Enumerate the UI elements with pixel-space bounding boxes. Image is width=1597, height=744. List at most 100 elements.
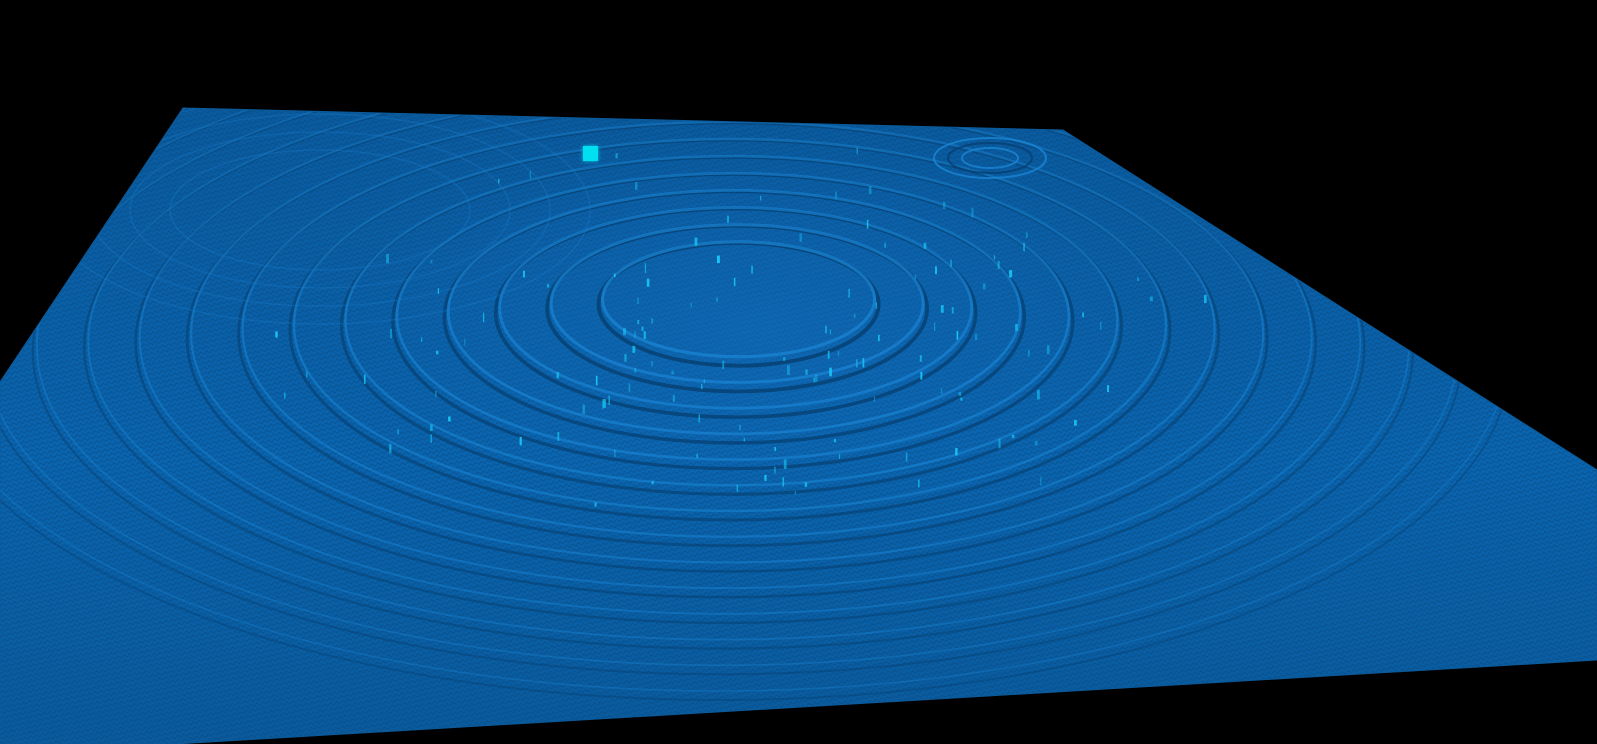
ripple-ring-crest	[190, 108, 1265, 564]
surface-highlight	[856, 147, 858, 154]
surface-highlight	[430, 424, 433, 431]
surface-highlight	[923, 242, 927, 249]
surface-highlight	[641, 326, 644, 331]
surface-highlight	[960, 397, 963, 401]
surface-highlight	[644, 263, 647, 274]
surface-highlight	[1027, 349, 1030, 357]
surface-highlight	[694, 237, 698, 246]
surface-highlight	[782, 477, 785, 487]
surface-highlight	[637, 297, 639, 304]
surface-highlight	[430, 259, 433, 264]
probe-marker[interactable]	[583, 146, 598, 161]
surface-highlight	[935, 266, 937, 275]
surface-highlight	[993, 255, 996, 260]
water-plane-edge	[0, 107, 1597, 744]
surface-highlight	[934, 322, 936, 331]
ripple-ring-crest	[395, 171, 1071, 461]
surface-highlight	[546, 283, 550, 288]
surface-highlight	[632, 345, 636, 353]
center-glow	[340, 140, 1180, 520]
surface-highlight	[275, 331, 278, 338]
surface-highlight	[958, 392, 962, 396]
surface-highlight	[430, 434, 432, 443]
surface-highlight	[1015, 323, 1018, 331]
surface-highlight	[637, 320, 640, 325]
ripple-ring-crest	[292, 137, 1168, 513]
surface-highlight	[557, 432, 560, 441]
ripple-ring-crest	[549, 223, 925, 384]
surface-highlight	[868, 186, 872, 194]
surface-highlight	[905, 452, 908, 462]
surface-highlight	[829, 367, 832, 377]
surface-highlight	[1011, 434, 1015, 439]
surface-highlight	[950, 259, 952, 267]
surface-highlight	[646, 278, 650, 287]
surface-highlight	[615, 153, 618, 159]
surface-highlight	[794, 491, 796, 495]
surface-highlight	[1009, 270, 1013, 278]
surface-highlight	[955, 447, 958, 456]
surface-highlight	[982, 283, 986, 290]
surface-highlight	[804, 482, 808, 487]
surface-highlight	[389, 444, 392, 454]
surface-highlight	[498, 178, 500, 184]
surface-highlight	[884, 242, 887, 248]
surface-highlight	[397, 429, 399, 435]
surface-highlight	[825, 325, 827, 334]
ripple-ring-crest	[446, 189, 1022, 436]
surface-highlight	[696, 453, 698, 459]
surface-highlight	[764, 475, 767, 481]
surface-highlight	[918, 479, 920, 488]
surface-highlight	[602, 399, 604, 409]
surface-highlight	[878, 334, 880, 342]
surface-highlight	[634, 368, 637, 373]
surface-highlights	[275, 147, 1207, 507]
surface-highlight	[853, 314, 856, 318]
ripple-ring-shadow	[83, 108, 1366, 625]
surface-highlight	[1107, 385, 1109, 392]
surface-highlight	[628, 383, 631, 392]
surface-highlight	[1046, 345, 1050, 355]
surface-highlight	[608, 395, 610, 405]
surface-highlight	[1149, 296, 1153, 302]
surface-highlight	[919, 355, 922, 362]
surface-highlight	[651, 361, 653, 366]
surface-highlight	[651, 318, 653, 324]
surface-highlight	[390, 328, 392, 339]
surface-highlight	[774, 466, 776, 474]
ripple-ring-shadow	[185, 108, 1269, 573]
surface-highlight	[774, 447, 776, 452]
surface-highlight	[1034, 440, 1038, 446]
surface-highlight	[743, 437, 745, 442]
surface-highlight	[940, 305, 944, 313]
surface-highlight	[1137, 277, 1139, 281]
surface-highlight	[602, 399, 606, 408]
surface-highlight	[634, 331, 636, 338]
secondary-ring	[947, 142, 1033, 174]
surface-highlight	[739, 424, 741, 431]
faint-ring	[169, 149, 471, 271]
surface-highlight	[829, 329, 831, 335]
surface-highlight	[556, 372, 560, 379]
surface-highlight	[717, 255, 720, 264]
surface-highlight	[805, 369, 808, 375]
surface-highlight	[614, 449, 616, 457]
surface-highlight	[736, 484, 739, 492]
surface-highlight	[834, 439, 836, 443]
surface-highlight	[437, 288, 439, 294]
surface-highlight	[1040, 476, 1042, 486]
surface-highlight	[716, 297, 718, 302]
surface-highlight	[703, 379, 705, 384]
surface-highlight	[783, 357, 786, 361]
surface-highlight	[997, 260, 1000, 270]
surface-highlight	[448, 416, 451, 422]
surface-highlight	[595, 375, 598, 386]
surface-highlight	[787, 365, 790, 375]
surface-highlight	[733, 277, 736, 287]
surface-highlight	[436, 350, 439, 355]
surface-highlight	[1204, 294, 1207, 304]
surface-highlight	[838, 453, 841, 459]
surface-highlight	[971, 207, 974, 218]
